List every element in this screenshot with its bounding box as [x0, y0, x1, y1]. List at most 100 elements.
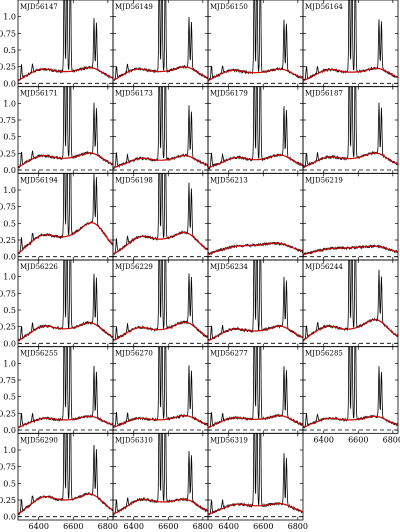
- observed-spectrum: [208, 433, 303, 516]
- panel-label: MJD56213: [210, 176, 248, 184]
- y-tick-label: 0.25: [0, 496, 16, 505]
- model-fit: [208, 68, 303, 82]
- model-fit: [208, 242, 303, 255]
- y-tick-label: 0.5: [3, 219, 16, 228]
- y-tick-label: 0.75: [0, 376, 16, 385]
- y-tick-label: 0.5: [3, 306, 16, 315]
- model-fit: [303, 245, 398, 256]
- model-fit: [113, 231, 208, 255]
- model-fit: [18, 493, 113, 515]
- y-tick-label: 0.75: [0, 289, 16, 298]
- panel-label: MJD56319: [210, 436, 248, 444]
- observed-spectrum: [113, 86, 208, 170]
- model-fit: [208, 502, 303, 515]
- x-tick-label: 6400: [29, 522, 49, 531]
- panel-label: MJD56179: [210, 90, 248, 98]
- panel-label: MJD56150: [210, 3, 248, 11]
- y-tick-label: 0.0: [3, 339, 16, 348]
- y-tick-label: 1.0: [3, 446, 16, 455]
- x-tick-label: 6400: [314, 435, 334, 444]
- observed-spectrum: [208, 0, 303, 82]
- observed-spectrum: [18, 86, 113, 169]
- panel-label: MJD56187: [305, 90, 343, 98]
- model-fit: [303, 318, 398, 341]
- model-fit: [113, 415, 208, 429]
- observed-spectrum: [303, 86, 398, 169]
- panel-label: MJD56226: [20, 263, 58, 271]
- panel-label: MJD56290: [20, 436, 58, 444]
- y-tick-label: 0.0: [3, 166, 16, 175]
- y-tick-label: 1.0: [3, 273, 16, 282]
- observed-spectrum: [208, 241, 303, 256]
- y-tick-label: 0.0: [3, 513, 16, 522]
- model-fit: [18, 67, 113, 81]
- panel-frame: [207, 172, 304, 261]
- panel-label: MJD56194: [20, 176, 58, 184]
- panel-label: MJD56229: [115, 263, 153, 271]
- panel-label: MJD56149: [115, 3, 153, 11]
- y-tick-label: 0.25: [0, 409, 16, 418]
- observed-spectrum: [303, 260, 398, 342]
- panel-label: MJD56285: [305, 350, 343, 358]
- model-fit: [113, 66, 208, 81]
- panel-label: MJD56270: [115, 350, 153, 358]
- x-tick-label: 6400: [124, 522, 144, 531]
- model-fit: [18, 222, 113, 254]
- observed-spectrum: [208, 260, 303, 342]
- y-tick-label: 0.5: [3, 46, 16, 55]
- observed-spectrum: [113, 0, 208, 82]
- y-tick-label: 0.0: [3, 79, 16, 88]
- x-tick-label: 6600: [158, 522, 178, 531]
- model-fit: [303, 67, 398, 82]
- y-tick-label: 1.0: [3, 13, 16, 22]
- panel-label: MJD56219: [305, 176, 343, 184]
- y-tick-label: 0.25: [0, 149, 16, 158]
- y-tick-label: 0.25: [0, 236, 16, 245]
- x-tick-label: 6600: [63, 522, 83, 531]
- y-tick-label: 1.0: [3, 359, 16, 368]
- y-tick-label: 0.5: [3, 479, 16, 488]
- y-tick-label: 0.0: [3, 426, 16, 435]
- panel-label: MJD56244: [305, 263, 343, 271]
- y-tick-label: 1.0: [3, 186, 16, 195]
- y-tick-label: 0.75: [0, 116, 16, 125]
- panel-label: MJD56171: [20, 90, 58, 98]
- y-tick-label: 0.75: [0, 463, 16, 472]
- x-tick-label: 6800: [288, 522, 308, 531]
- model-fit: [113, 498, 208, 515]
- model-fit: [18, 415, 113, 429]
- model-fit: [303, 415, 398, 429]
- y-tick-label: 0.25: [0, 323, 16, 332]
- model-fit: [208, 154, 303, 169]
- observed-spectrum: [113, 173, 208, 256]
- panel-label: MJD56310: [115, 436, 153, 444]
- panel-frame: [302, 346, 399, 434]
- y-tick-label: 0.25: [0, 63, 16, 72]
- observed-spectrum: [113, 260, 208, 342]
- y-tick-label: 0.5: [3, 393, 16, 402]
- model-fit: [18, 322, 113, 342]
- y-tick-label: 0.0: [3, 253, 16, 262]
- model-fit: [208, 325, 303, 342]
- y-tick-label: 1.0: [3, 99, 16, 108]
- observed-spectrum: [303, 0, 398, 82]
- y-tick-label: 0.75: [0, 29, 16, 38]
- panel-label: MJD56198: [115, 176, 153, 184]
- observed-spectrum: [303, 244, 398, 257]
- x-tick-label: 6800: [193, 522, 213, 531]
- observed-spectrum: [18, 0, 113, 82]
- y-tick-label: 0.5: [3, 133, 16, 142]
- model-fit: [303, 152, 398, 168]
- panel-label: MJD56234: [210, 263, 248, 271]
- y-tick-label: 0.75: [0, 203, 16, 212]
- x-tick-label: 6800: [98, 522, 118, 531]
- model-fit: [18, 152, 113, 168]
- model-fit: [113, 321, 208, 342]
- x-tick-label: 6800: [383, 435, 400, 444]
- panel-label: MJD56173: [115, 90, 153, 98]
- x-tick-label: 6400: [219, 522, 239, 531]
- x-tick-label: 6600: [348, 435, 368, 444]
- panel-label: MJD56164: [305, 3, 343, 11]
- panel-frame: [207, 432, 304, 521]
- model-fit: [208, 415, 303, 429]
